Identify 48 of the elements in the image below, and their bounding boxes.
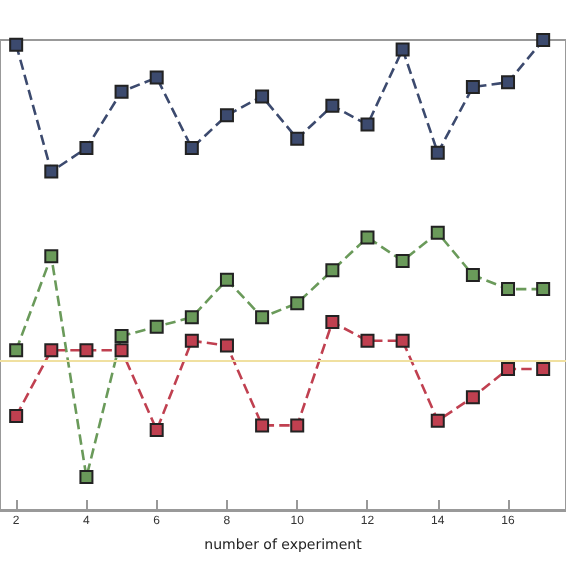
point [114,84,129,99]
point [149,423,164,438]
point [465,390,480,405]
point [360,117,375,132]
point [114,343,129,358]
point [536,362,551,376]
point [430,225,445,240]
point [184,333,199,348]
point [44,343,59,358]
point [395,42,410,57]
point [255,310,270,325]
point [219,338,234,353]
point [430,413,445,428]
point [395,253,410,268]
point [290,131,305,146]
point [149,70,164,85]
point [325,263,340,278]
point [501,282,516,297]
point [184,310,199,325]
point [465,268,480,282]
point [44,164,59,179]
point [395,333,410,348]
point [79,470,94,485]
point [325,98,340,113]
point [184,141,199,156]
point [290,418,305,433]
point [9,409,24,423]
point [430,145,445,160]
point [325,315,340,329]
point [9,37,24,52]
point [465,80,480,94]
point [536,33,551,47]
point [360,333,375,348]
point [219,108,234,123]
point [360,230,375,245]
point [290,296,305,311]
point [501,362,516,376]
point [44,249,59,264]
point [79,343,94,358]
point [536,282,551,297]
point [114,329,129,344]
point [79,141,94,156]
point [255,89,270,104]
point [255,418,270,433]
point [219,272,234,287]
point [501,75,516,90]
point [149,319,164,334]
point [9,343,24,358]
